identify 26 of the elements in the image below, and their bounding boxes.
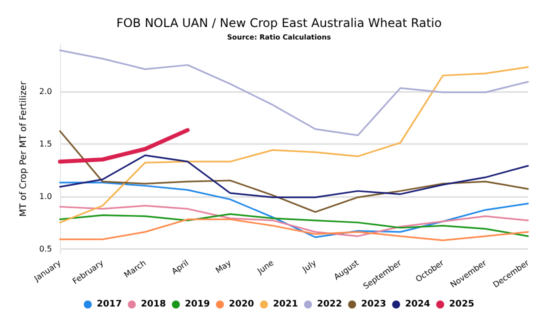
legend-label: 2022 [317,300,342,310]
line-series [58,128,190,164]
y-tick-label: 2.0 [39,86,52,96]
chart-title: FOB NOLA UAN / New Crop East Australia Wheat Ratio [116,16,442,30]
line-series [59,204,529,237]
legend-label: 2024 [405,300,430,310]
y-tick-label: 1.0 [39,192,52,201]
legend-label: 2018 [140,300,166,310]
y-axis-title: MT of Crop Per MT of Fertilizer [18,81,29,217]
legend-label: 2025 [449,300,474,310]
line-series [59,50,529,136]
y-tick-label: 1.5 [39,139,52,148]
x-tick-label: July [300,258,318,275]
line-series [59,218,529,242]
line-series [59,66,529,224]
line-series [59,130,529,213]
x-tick-label: May [214,258,233,276]
line-series [59,154,529,198]
y-tick-label: 0.5 [39,244,52,254]
legend-label: 2019 [184,300,210,310]
line-series [59,182,529,238]
legend-label: 2021 [272,300,298,310]
legend-label: 2020 [228,300,254,310]
legend-label: 2023 [361,300,386,310]
legend-label: 2017 [96,300,122,310]
line-series [59,213,529,237]
